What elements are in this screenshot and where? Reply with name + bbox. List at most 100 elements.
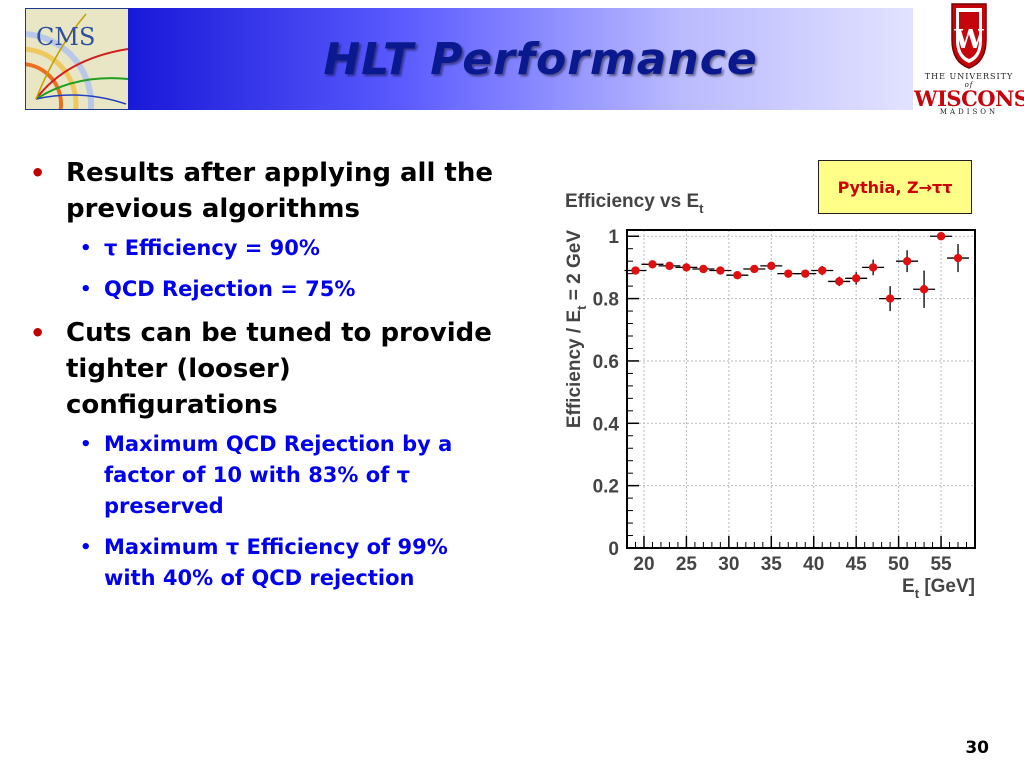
bullet-dot-icon: • — [30, 159, 46, 187]
bullet-text: Cuts can be tuned to provide tighter (lo… — [66, 318, 492, 420]
page-number: 30 — [965, 738, 989, 758]
data-marker — [784, 269, 793, 278]
data-point — [743, 264, 766, 274]
data-point — [658, 261, 681, 271]
data-marker — [868, 263, 878, 272]
data-point — [726, 271, 749, 280]
data-marker — [665, 261, 674, 271]
data-point — [828, 276, 851, 287]
data-marker — [953, 253, 963, 263]
x-tick-label: 40 — [803, 554, 824, 575]
bullet-text: Results after applying all the previous … — [66, 158, 494, 224]
data-point — [862, 259, 885, 276]
sub-bullet-text: QCD Rejection = 75% — [104, 277, 356, 301]
y-tick-label: 0.6 — [593, 352, 619, 373]
x-tick-label: 20 — [633, 554, 654, 575]
uw-text-of: of — [964, 81, 974, 89]
x-axis-label-suffix: [GeV] — [919, 576, 975, 597]
sub-bullet-text: Maximum QCD Rejection by a factor of 10 … — [104, 432, 453, 518]
sub-bullet-dot-icon: • — [80, 537, 92, 558]
data-point — [930, 232, 953, 241]
chart-ticks: 20 25 30 35 40 45 50 55 0 0.2 0.4 0.6 0.8 1 — [593, 227, 976, 575]
x-tick-label: 45 — [846, 554, 868, 575]
y-axis-label-sub: t — [574, 305, 589, 310]
data-point — [709, 266, 732, 275]
data-marker — [818, 266, 827, 275]
chart-title-main: Efficiency vs E — [565, 191, 699, 212]
sub-bullet-text: Maximum τ Efficiency of 99% with 40% of … — [104, 535, 448, 590]
data-point — [624, 266, 647, 275]
y-tick-label: 0.8 — [593, 290, 619, 311]
svg-text:W: W — [953, 25, 984, 55]
data-point — [947, 244, 970, 273]
efficiency-chart: Efficiency vs Et 20 25 30 35 40 45 50 5500.20.4… — [564, 191, 976, 601]
data-marker — [716, 266, 725, 275]
data-point — [879, 286, 902, 312]
sub-bullet-item: • Maximum QCD Rejection by a factor of 1… — [30, 429, 500, 522]
y-axis-label-main: Efficiency / E — [564, 310, 585, 428]
uw-text-line3: MADISON — [939, 108, 999, 116]
data-marker — [750, 264, 759, 274]
sub-bullet-dot-icon: • — [80, 279, 92, 300]
note-box: Pythia, Z→ττ — [818, 160, 972, 214]
data-marker — [631, 266, 640, 275]
title-bar: HLT Performance — [128, 8, 913, 110]
sub-bullet-item: • Maximum τ Efficiency of 99% with 40% o… — [30, 532, 500, 594]
data-marker — [648, 260, 657, 269]
chart-title: Efficiency vs Et — [565, 191, 704, 216]
slide-title: HLT Performance — [323, 33, 758, 85]
bullet-list: • Results after applying all the previou… — [30, 155, 500, 604]
data-marker — [885, 294, 895, 303]
x-tick-label: 35 — [761, 554, 783, 575]
bullet-item: • Results after applying all the previou… — [30, 155, 500, 227]
data-marker — [902, 256, 912, 266]
data-point — [641, 260, 664, 269]
chart-frame — [626, 229, 976, 549]
uw-text-line1: THE UNIVERSITY — [924, 72, 1014, 81]
sub-bullet-item: • QCD Rejection = 75% — [30, 274, 500, 305]
sub-bullet-dot-icon: • — [80, 238, 92, 259]
cms-logo: CMS — [25, 8, 129, 110]
data-marker — [919, 285, 929, 294]
data-point — [777, 269, 800, 278]
y-tick-label: 0.4 — [593, 414, 620, 435]
data-marker — [936, 232, 946, 241]
y-axis-label: Efficiency / Et = 2 GeV — [564, 230, 589, 428]
data-marker — [733, 271, 742, 280]
chart-grid — [627, 230, 975, 549]
data-marker — [682, 263, 691, 272]
data-point — [692, 264, 715, 274]
bullet-dot-icon: • — [30, 319, 46, 347]
sub-bullet-dot-icon: • — [80, 434, 92, 455]
data-point — [811, 265, 834, 276]
x-axis-label-main: E — [902, 576, 915, 597]
sub-bullet-item: • τ Efficiency = 90% — [30, 233, 500, 264]
data-point — [913, 270, 936, 308]
uw-madison-logo: W THE UNIVERSITY of WISCONSIN MADISON — [914, 0, 1024, 118]
note-text: Pythia, Z→ττ — [837, 177, 953, 197]
data-marker — [834, 277, 844, 286]
cms-logo-text: CMS — [36, 23, 95, 51]
data-marker — [801, 269, 810, 278]
x-tick-label: 55 — [930, 554, 952, 575]
sub-bullet-text: τ Efficiency = 90% — [104, 236, 320, 260]
x-axis-label: Et [GeV] — [902, 576, 975, 601]
data-point — [760, 261, 783, 271]
data-marker — [767, 261, 776, 271]
chart-points — [624, 232, 970, 312]
data-point — [794, 269, 817, 278]
data-point — [675, 263, 698, 272]
data-marker — [851, 274, 861, 283]
x-tick-label: 30 — [718, 554, 739, 575]
x-tick-label: 50 — [888, 554, 909, 575]
chart-title-sub: t — [699, 201, 704, 216]
bullet-item: • Cuts can be tuned to provide tighter (… — [30, 315, 500, 423]
x-tick-label: 25 — [676, 554, 698, 575]
uw-text-line2: WISCONSIN — [914, 86, 1024, 111]
data-point — [896, 250, 919, 273]
y-tick-label: 0 — [608, 539, 619, 560]
data-point — [845, 272, 868, 285]
y-axis-label-suffix: = 2 GeV — [564, 230, 585, 306]
y-tick-label: 1 — [608, 227, 619, 248]
data-marker — [699, 264, 708, 274]
